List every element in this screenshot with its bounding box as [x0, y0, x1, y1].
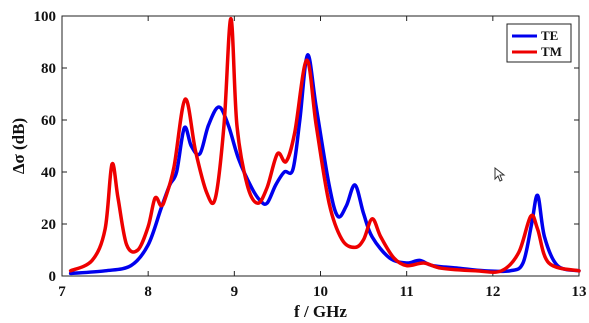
series-line-tm	[68, 16, 581, 274]
x-tick-label: 11	[400, 284, 414, 300]
x-tick-label: 12	[485, 284, 500, 300]
legend: TE TM	[506, 23, 572, 63]
y-axis-title: Δσ (dB)	[9, 118, 28, 174]
legend-box	[506, 23, 572, 63]
mouse-cursor-icon	[494, 167, 506, 182]
x-axis-title: f / GHz	[294, 302, 347, 321]
y-tick-label: 20	[41, 217, 56, 233]
x-tick-label: 9	[231, 284, 239, 300]
series-layer	[68, 16, 581, 276]
y-tick-label: 60	[41, 113, 56, 129]
y-tick-label: 0	[49, 269, 57, 285]
x-tick-label: 13	[572, 284, 587, 300]
y-tick-label: 100	[34, 9, 57, 25]
legend-te-label: TE	[541, 28, 558, 43]
x-tick-label: 8	[144, 284, 152, 300]
x-tick-label: 10	[313, 284, 328, 300]
y-tick-label: 40	[41, 165, 56, 181]
axis-ticks: 7 8 9 10 11 12 13 0 20 40 60 80 100	[34, 9, 587, 300]
y-tick-label: 80	[41, 61, 56, 77]
legend-tm-label: TM	[541, 44, 562, 59]
x-tick-label: 7	[58, 284, 66, 300]
